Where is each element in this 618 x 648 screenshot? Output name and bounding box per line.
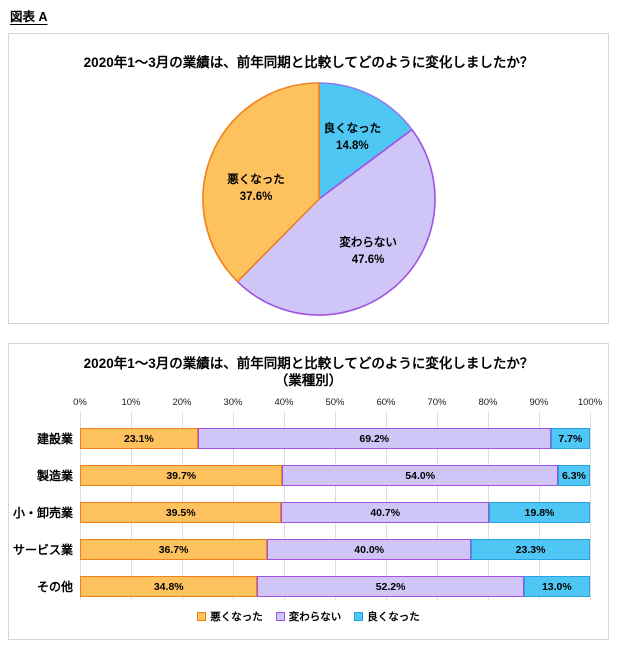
bar-segment-same: 52.2% xyxy=(257,576,524,597)
category-label: サービス業 xyxy=(12,542,73,557)
pie-slice-better xyxy=(318,82,413,200)
bar-segment-better: 19.8% xyxy=(489,502,590,523)
pie-slice-name: 良くなった xyxy=(323,122,382,135)
pie-slice-value: 37.6% xyxy=(239,190,273,203)
bar-segment-same: 69.2% xyxy=(197,428,551,449)
bar-segment-value: 36.7% xyxy=(158,543,189,556)
x-axis-tick-label: 50% xyxy=(325,397,345,408)
pie-chart-panel: 2020年1～3月の業績は、前年同期と比較してどのように変化しましたか？ 良くな… xyxy=(8,33,609,324)
bar-segment-value: 69.2% xyxy=(359,432,390,445)
pie-slice-label-worse: 悪くなった 37.6% xyxy=(227,172,285,206)
bar-row: 39.5% 40.7% 19.8% xyxy=(80,502,590,523)
x-axis-tick-label: 20% xyxy=(172,397,192,408)
bar-segment-better: 6.3% xyxy=(557,465,590,486)
pie-slice-name: 変わらない xyxy=(339,236,397,249)
bar-segment-value: 39.5% xyxy=(165,506,196,519)
x-axis-tick-label: 100% xyxy=(577,397,603,408)
figure-caption: 図表 A xyxy=(10,10,48,24)
pie-slice-value: 14.8% xyxy=(336,139,369,152)
legend: 悪くなった 変わらない 良くなった xyxy=(9,609,608,624)
bar-segment-value: 6.3% xyxy=(561,469,586,482)
bar-chart-panel: 2020年1～3月の業績は、前年同期と比較してどのように変化しましたか？ （業種… xyxy=(8,343,609,640)
pie-slice-name: 悪くなった xyxy=(227,173,285,186)
bar-row: 36.7% 40.0% 23.3% xyxy=(80,539,590,560)
x-axis-tick-label: 60% xyxy=(376,397,396,408)
x-axis-tick-label: 80% xyxy=(478,397,498,408)
legend-label: 変わらない xyxy=(288,611,342,623)
bar-segment-same: 40.7% xyxy=(281,502,489,523)
legend-marker-better xyxy=(354,612,364,621)
pie-chart-title: 2020年1～3月の業績は、前年同期と比較してどのように変化しましたか？ xyxy=(83,55,534,70)
category-label: 製造業 xyxy=(36,468,73,483)
legend-marker-worse xyxy=(197,612,207,621)
legend-item-better: 良くなった xyxy=(354,609,420,624)
legend-label: 悪くなった xyxy=(210,611,263,623)
bar-segment-better: 7.7% xyxy=(550,428,590,449)
legend-item-worse: 悪くなった xyxy=(197,609,263,624)
bar-segment-worse: 39.7% xyxy=(80,465,283,486)
bar-segment-value: 40.0% xyxy=(354,543,385,556)
category-label: 建設業 xyxy=(36,431,73,446)
pie-slice-label-same: 変わらない 47.6% xyxy=(339,235,397,269)
bar-segment-worse: 39.5% xyxy=(80,502,282,523)
pie-chart xyxy=(202,82,436,316)
bar-segment-value: 52.2% xyxy=(375,580,406,593)
bar-row: 39.7% 54.0% 6.3% xyxy=(80,465,590,486)
category-label: 小・卸売業 xyxy=(12,505,73,520)
bar-segment-value: 39.7% xyxy=(166,469,197,482)
bar-segment-value: 13.0% xyxy=(541,580,572,593)
gridline xyxy=(590,412,591,600)
bar-segment-better: 13.0% xyxy=(523,576,590,597)
x-axis-tick-label: 10% xyxy=(121,397,141,408)
bar-chart-title: 2020年1～3月の業績は、前年同期と比較してどのように変化しましたか？ xyxy=(83,356,534,371)
bar-segment-value: 34.8% xyxy=(153,580,184,593)
bar-segment-worse: 23.1% xyxy=(80,428,198,449)
x-axis-tick-label: 30% xyxy=(223,397,243,408)
bar-segment-better: 23.3% xyxy=(471,539,590,560)
bar-segment-value: 19.8% xyxy=(524,506,555,519)
bar-plot-area: 23.1% 69.2% 7.7% 39.7% 54.0% 6.3% 39.5% 40.7% 19… xyxy=(80,412,591,600)
bar-row: 23.1% 69.2% 7.7% xyxy=(80,428,590,449)
bar-segment-value: 40.7% xyxy=(370,506,401,519)
x-axis-tick-label: 0% xyxy=(73,397,87,408)
x-axis-tick-label: 70% xyxy=(427,397,447,408)
pie-slice-same xyxy=(236,128,436,316)
bar-segment-same: 40.0% xyxy=(267,539,472,560)
pie-slice-worse xyxy=(202,82,320,283)
bar-segment-worse: 36.7% xyxy=(80,539,268,560)
bar-segment-value: 23.1% xyxy=(124,432,154,445)
pie-slice-label-better: 良くなった 14.8% xyxy=(324,121,382,155)
legend-label: 良くなった xyxy=(367,611,420,623)
category-label: その他 xyxy=(36,579,73,594)
bar-segment-value: 54.0% xyxy=(405,469,436,482)
bar-segment-worse: 34.8% xyxy=(80,576,258,597)
legend-item-same: 変わらない xyxy=(275,609,342,624)
x-axis-tick-label: 40% xyxy=(274,397,294,408)
pie-slice-value: 47.6% xyxy=(351,253,385,266)
legend-marker-same xyxy=(275,612,285,621)
bar-segment-value: 23.3% xyxy=(515,543,546,556)
x-axis-tick-label: 90% xyxy=(529,397,549,408)
bar-row: 34.8% 52.2% 13.0% xyxy=(80,576,590,597)
bar-segment-value: 7.7% xyxy=(558,432,583,445)
bar-chart-subtitle: （業種別） xyxy=(274,373,343,388)
bar-segment-same: 54.0% xyxy=(282,465,558,486)
